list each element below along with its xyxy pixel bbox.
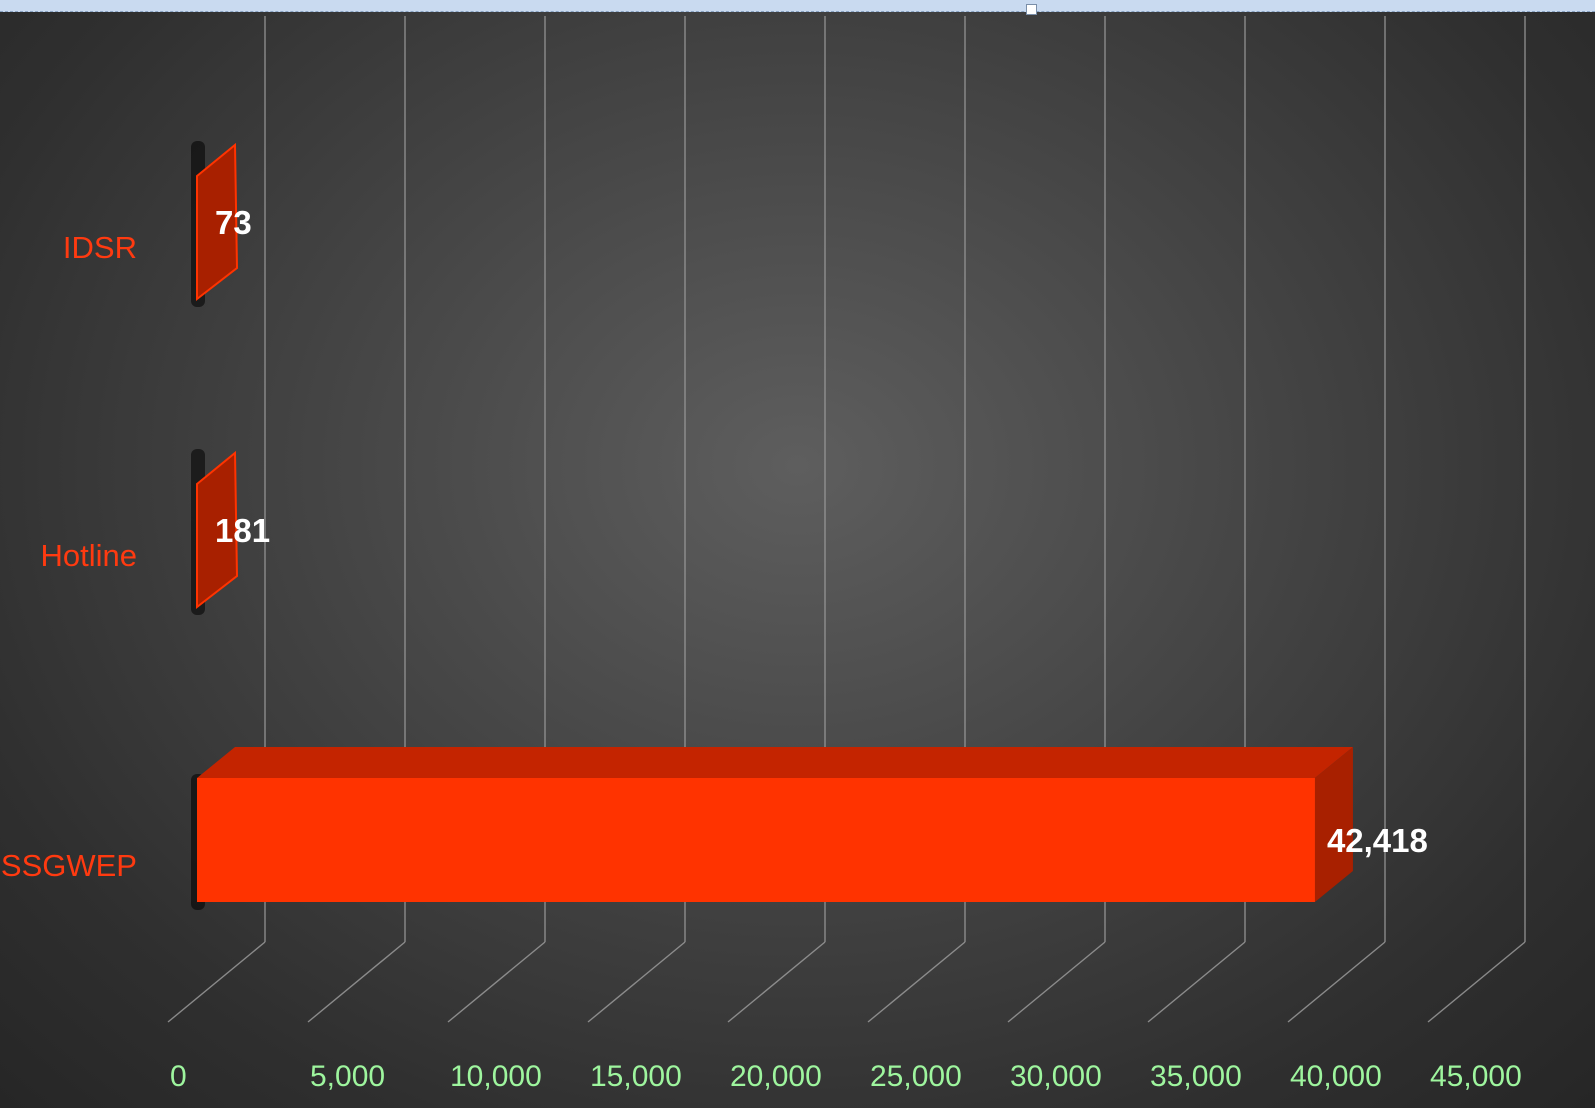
floor-gridline [587, 941, 686, 1023]
floor-gridline [727, 941, 826, 1023]
x-tick-label: 0 [170, 1060, 187, 1093]
labels: 0 5,000 10,000 15,000 20,000 25,000 30,000 35,0… [1, 204, 1522, 1093]
x-tick-label: 10,000 [450, 1060, 542, 1093]
x-tick-label: 15,000 [590, 1060, 682, 1093]
floor-gridline [867, 941, 966, 1023]
x-tick-label: 30,000 [1010, 1060, 1102, 1093]
floor-gridline [1007, 941, 1106, 1023]
x-tick-label: 35,000 [1150, 1060, 1242, 1093]
floor-gridline [1287, 941, 1386, 1023]
floor-gridline [307, 941, 406, 1023]
bars [191, 141, 1353, 910]
data-label: 181 [215, 512, 270, 549]
bar-top-ssgwep [197, 747, 1353, 778]
floor-gridline [1427, 941, 1526, 1023]
data-label: 42,418 [1327, 822, 1428, 859]
x-tick-label: 5,000 [310, 1060, 385, 1093]
floor-gridline [447, 941, 546, 1023]
bar-ssgwep [197, 778, 1315, 902]
data-label: 73 [215, 204, 252, 241]
floor-gridline [167, 941, 266, 1023]
category-label: SSGWEP [1, 848, 137, 883]
x-tick-label: 25,000 [870, 1060, 962, 1093]
resize-handle[interactable] [1026, 4, 1037, 15]
category-label: Hotline [41, 538, 138, 573]
category-label: IDSR [63, 230, 137, 265]
chart-selection-border [0, 0, 1595, 12]
bar-side-ssgwep [1314, 747, 1353, 902]
x-tick-label: 20,000 [730, 1060, 822, 1093]
bar-idsr [196, 142, 239, 302]
floor-gridline [1147, 941, 1246, 1023]
x-tick-label: 40,000 [1290, 1060, 1382, 1093]
x-tick-label: 45,000 [1430, 1060, 1522, 1093]
bar-hotline [196, 450, 239, 610]
